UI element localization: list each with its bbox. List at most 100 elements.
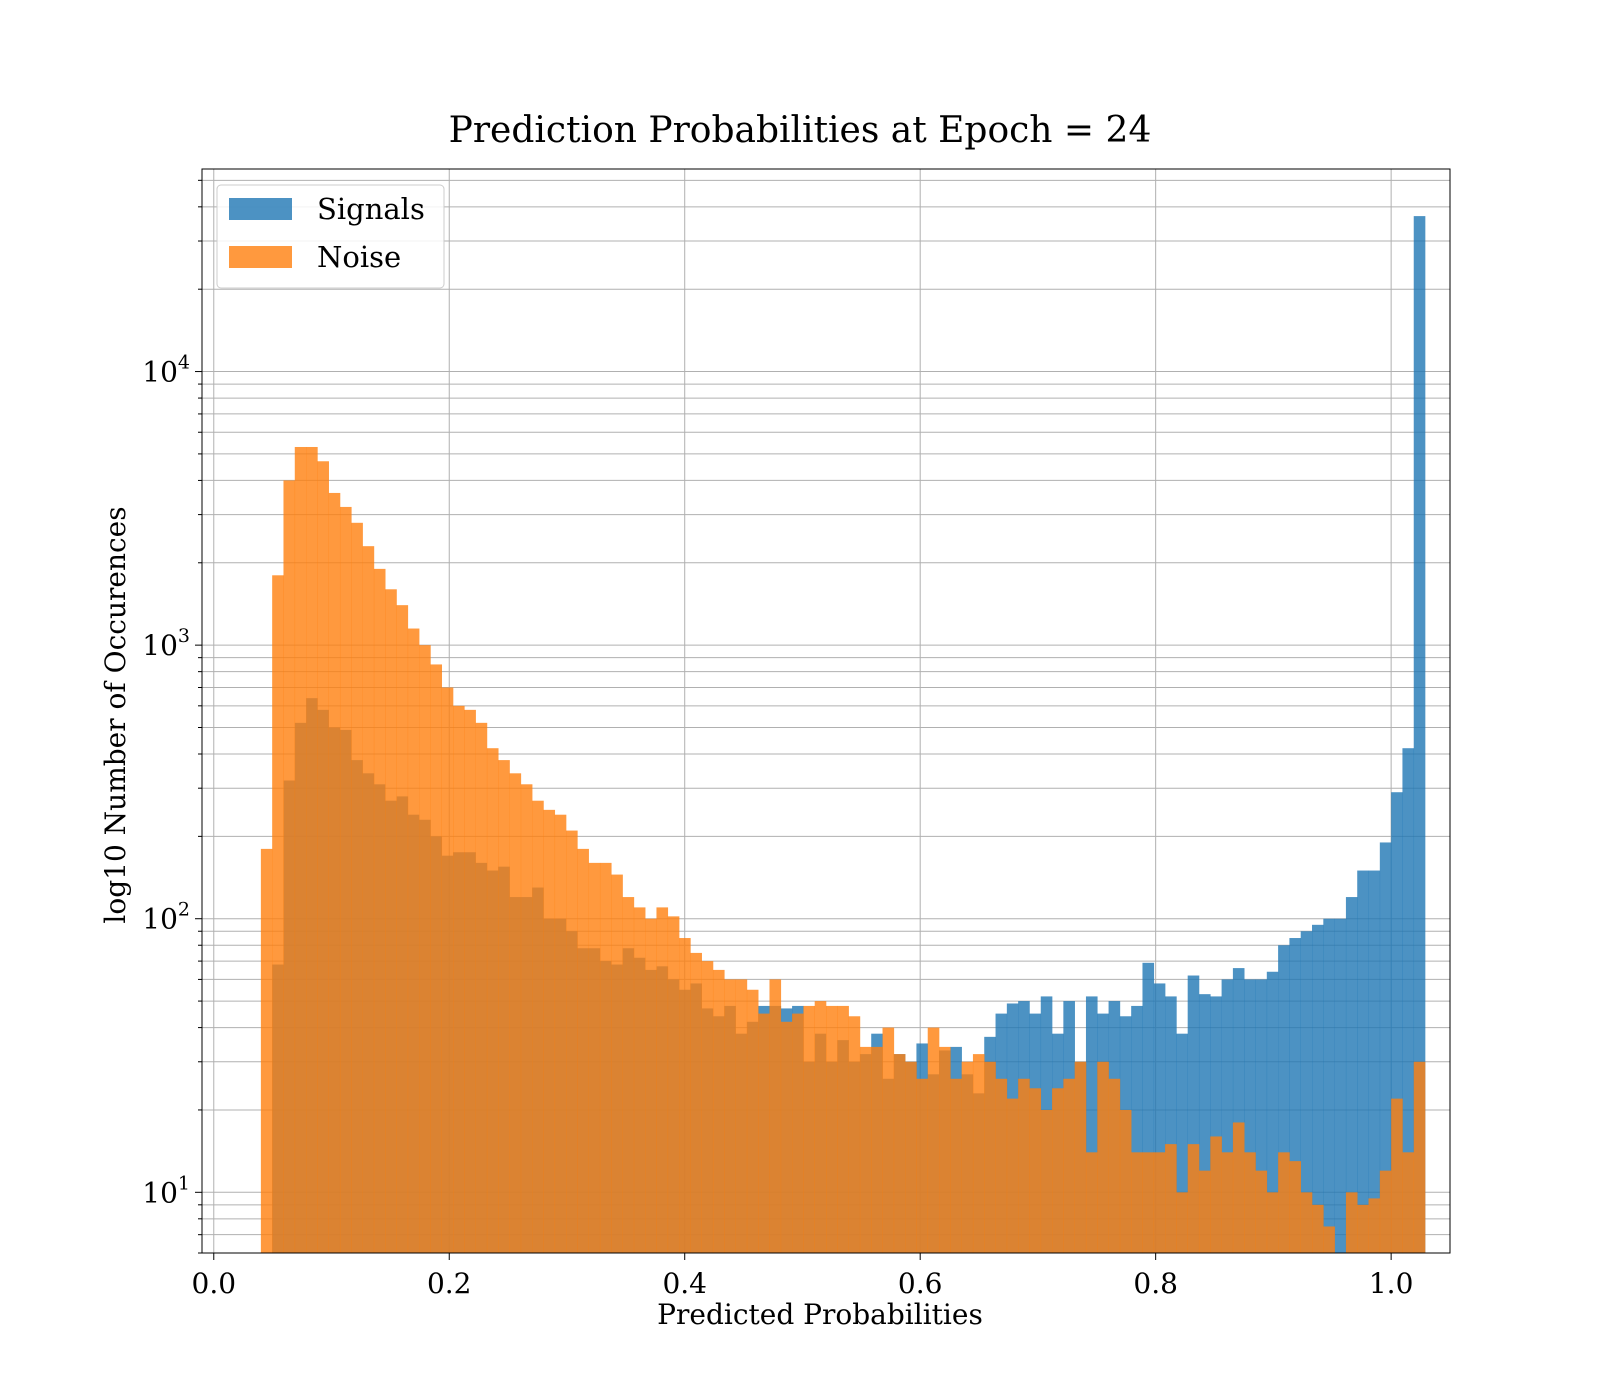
bar-noise [441,687,454,1253]
bar-noise [306,446,318,1253]
bar-noise [1063,1078,1075,1253]
bar-noise [1165,1144,1177,1253]
bar-noise [272,575,284,1253]
legend-label-noise: Noise [317,240,401,274]
bar-noise [1097,1061,1109,1253]
bar-signals [1357,870,1369,1253]
bar-signals [1278,945,1290,1253]
bar-noise [1040,1109,1053,1253]
bar-signals [1198,994,1211,1253]
bar-signals [1232,968,1245,1253]
bar-noise [961,1061,974,1253]
legend-swatch-noise [229,246,292,268]
bar-signals [1413,216,1426,1253]
x-tick-label: 1.0 [1369,1267,1414,1300]
bar-signals [1085,996,1098,1253]
bar-noise [712,969,725,1253]
bar-noise [769,979,782,1253]
bar-noise [814,1001,827,1253]
bar-noise [1198,1170,1211,1253]
bar-noise [1131,1152,1143,1253]
bar-noise [871,1046,883,1253]
bar-signals [1289,938,1302,1253]
bar-noise [939,1046,951,1253]
bar-signals [1379,842,1392,1253]
bar-signals [1244,979,1256,1253]
bar-signals [1187,975,1200,1253]
bar-noise [351,522,363,1253]
plot-frame [201,168,1451,1254]
bar-noise [464,709,476,1253]
bar-noise [792,1013,804,1253]
bar-noise [1379,1170,1392,1253]
bar-noise [328,492,341,1253]
chart-title: Prediction Probabilities at Epoch = 24 [449,110,1152,151]
bar-noise [622,897,635,1253]
x-tick-label: 0.2 [427,1267,472,1300]
bar-noise [1391,1098,1403,1253]
bar-noise [1368,1198,1381,1253]
bar-noise [656,907,669,1253]
bar-signals [1391,792,1403,1253]
bar-noise [1085,1152,1098,1253]
bar-signals [1153,983,1166,1253]
bar-noise [1266,1192,1279,1253]
bar-noise [1278,1152,1290,1253]
bar-noise [396,605,409,1253]
bar-noise [984,1061,996,1253]
bar-noise [1018,1078,1030,1253]
bar-noise [690,952,702,1253]
x-tick-label: 0.0 [192,1267,237,1300]
bar-noise [486,748,499,1253]
bar-noise [1029,1088,1042,1253]
bar-noise [1119,1109,1132,1253]
bar-noise [1187,1144,1200,1253]
bar-noise [1413,1061,1426,1253]
x-tick-label: 0.6 [898,1267,943,1300]
axis-ticks: 0.0 0.2 0.4 0.6 0.8 1.0 101 102 103 104 [142,179,1414,1300]
bar-noise [588,862,601,1253]
bar-noise [780,1021,793,1253]
bar-noise [1221,1152,1234,1253]
bar-noise [746,989,759,1253]
bar-signals [1334,918,1347,1253]
bar-signals [1368,870,1381,1253]
bar-noise [1052,1088,1064,1253]
bar-noise [283,480,296,1253]
bar-noise [758,1013,770,1253]
bar-noise [905,1061,917,1253]
bar-noise [735,979,748,1253]
bar-noise [837,1005,849,1253]
y-tick-label: 104 [142,352,190,389]
bar-noise [1289,1161,1302,1253]
bar-noise [1300,1192,1313,1253]
bar-noise [916,1078,929,1253]
bar-noise [859,1046,872,1253]
bar-noise [927,1027,940,1253]
legend-label-signals: Signals [317,192,425,226]
bar-signals [1221,979,1234,1253]
bar-noise [1176,1192,1188,1253]
bar-noise [633,907,646,1253]
x-tick-label: 0.4 [662,1267,707,1300]
bar-noise [882,1027,895,1253]
bar-noise [1142,1152,1155,1253]
bar-noise [1210,1136,1222,1253]
bar-signals [1266,971,1279,1253]
bar-signals [1300,931,1313,1253]
bar-noise [317,461,329,1253]
bar-noise [667,916,680,1253]
bar-noise [803,1005,815,1253]
histogram-bars [260,216,1426,1253]
y-tick-label: 102 [142,899,190,936]
bar-noise [419,645,431,1253]
bar-noise [1312,1204,1324,1253]
bar-noise [679,938,691,1253]
bar-noise [430,664,443,1253]
bar-signals [1131,1005,1143,1253]
bar-noise [1402,1152,1415,1253]
bar-noise [339,506,352,1253]
bar-noise [848,1016,861,1253]
bar-noise [1006,1098,1019,1253]
bar-noise [645,918,657,1253]
